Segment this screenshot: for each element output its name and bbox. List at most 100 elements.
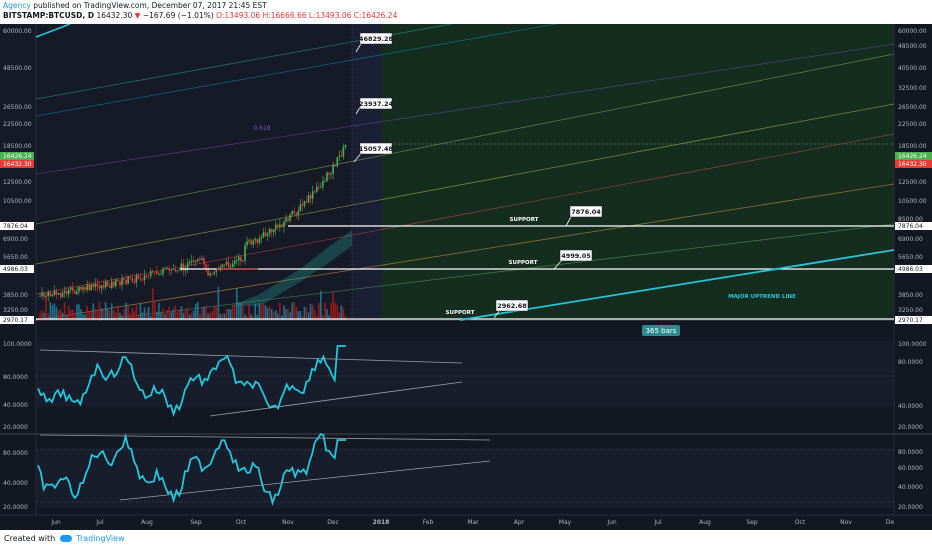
candle-body [121,278,123,286]
candle-body [131,277,134,282]
candle-body [336,157,339,167]
time-axis-label: Oct [236,519,247,526]
change-arrow: ▼ [134,11,141,20]
volume-bar [279,302,281,320]
right-price-axis[interactable]: 60000.00 48500.00 40500.00 32500.00 2650… [898,28,927,314]
volume-bar [320,290,322,320]
price-candles [39,143,347,302]
time-axis-label: Aug [699,519,711,526]
volume-bar [203,306,205,320]
volume-bar [297,311,300,320]
candle-body [334,164,336,167]
tradingview-link[interactable]: TradingView [76,534,125,543]
volume-bar [326,308,328,320]
time-axis-label: Dec [327,519,339,526]
candle-body [219,267,222,270]
svg-text:2962.68: 2962.68 [497,302,527,310]
callout-7876[interactable]: 7876.04 [565,205,603,227]
fib-fan-lines [35,24,895,321]
volume-bar [190,312,193,320]
volume-bar [324,302,326,320]
svg-text:26500.00: 26500.00 [3,104,32,111]
candle-body [213,271,216,274]
volume-bar [318,302,320,320]
callout-2962[interactable]: 2962.68 [493,299,529,319]
volume-bar [287,308,289,320]
candle-body [90,284,93,290]
svg-text:48500.00: 48500.00 [3,65,32,72]
volume-bar [213,306,216,320]
svg-text:6900.00: 6900.00 [3,236,28,243]
candle-body [227,261,230,268]
volume-bar [129,313,131,320]
svg-text:100.0000: 100.0000 [898,341,927,348]
volume-bar [311,304,314,320]
candle-body [233,260,236,264]
volume-bar [221,313,224,320]
volume-bar [121,315,123,320]
volume-bar [162,308,164,320]
time-axis[interactable]: Jun Jul Aug Sep Oct Nov Dec 2018 Feb Mar Apr May Jun… [50,519,894,526]
candle-body [156,271,158,275]
volume-bar [340,305,343,320]
candle-body [86,284,88,290]
candle-body [51,294,54,297]
candle-body [67,289,70,295]
volume-bar [277,313,279,320]
svg-text:60000.00: 60000.00 [3,28,32,35]
open-value: O:13493.06 [216,11,261,20]
candle-body [84,287,86,290]
time-axis-label: Jun [606,519,617,526]
candle-body [311,191,314,199]
chart-canvas[interactable]: 46829.28 23937.24 15057.48 7876.04 4999.… [0,24,932,530]
volume-bar [178,309,181,320]
time-axis-label: Sep [746,519,758,526]
candle-body [174,269,177,272]
svg-text:3250.00: 3250.00 [3,307,28,314]
candle-body [59,293,62,297]
candle-body [96,283,99,287]
candle-body [305,201,308,203]
candle-body [78,286,80,292]
volume-bar [342,308,345,320]
last-price: 16432.30 [96,11,133,20]
volume-bar [246,315,248,320]
svg-text:16432.30: 16432.30 [898,161,927,168]
volume-bar [151,288,154,320]
volume-bar [330,303,332,320]
candle-body [168,268,170,271]
callout-15057[interactable]: 15057.48 [353,142,394,163]
volume-bar [256,315,259,320]
svg-text:26500.00: 26500.00 [898,104,927,111]
candle-body [162,268,164,275]
candle-body [41,292,43,296]
callout-23937[interactable]: 23937.24 [355,97,394,115]
volume-bar [328,315,330,320]
candle-body [281,224,283,228]
svg-text:6900.00: 6900.00 [898,236,923,243]
volume-bar [135,305,138,320]
volume-bar [293,302,295,320]
callout-46829[interactable]: 46829.28 [355,32,394,53]
author-link[interactable]: Agency [3,1,31,10]
volume-bar [283,305,285,320]
volume-bar [266,308,269,320]
svg-text:48500.00: 48500.00 [898,43,927,50]
candle-body [274,224,277,230]
candle-body [190,260,193,262]
candle-body [240,256,242,262]
candle-body [149,271,152,277]
volume-bar [113,310,115,320]
candle-body [258,238,261,243]
left-osc-axis: 100.0000 80.0000 40.0000 20.0000 80.0000… [3,341,32,511]
volume-bar [209,312,211,320]
candle-body [322,181,324,187]
svg-text:22500.00: 22500.00 [3,121,32,128]
left-price-axis[interactable]: 60000.00 48500.00 26500.00 22500.00 1850… [3,28,32,314]
volume-bar [41,310,43,320]
candle-body [279,224,281,228]
volume-bar [307,312,310,320]
callout-4999[interactable]: 4999.05 [553,249,593,270]
candle-body [326,172,328,182]
major-uptrend-line[interactable] [459,249,895,321]
